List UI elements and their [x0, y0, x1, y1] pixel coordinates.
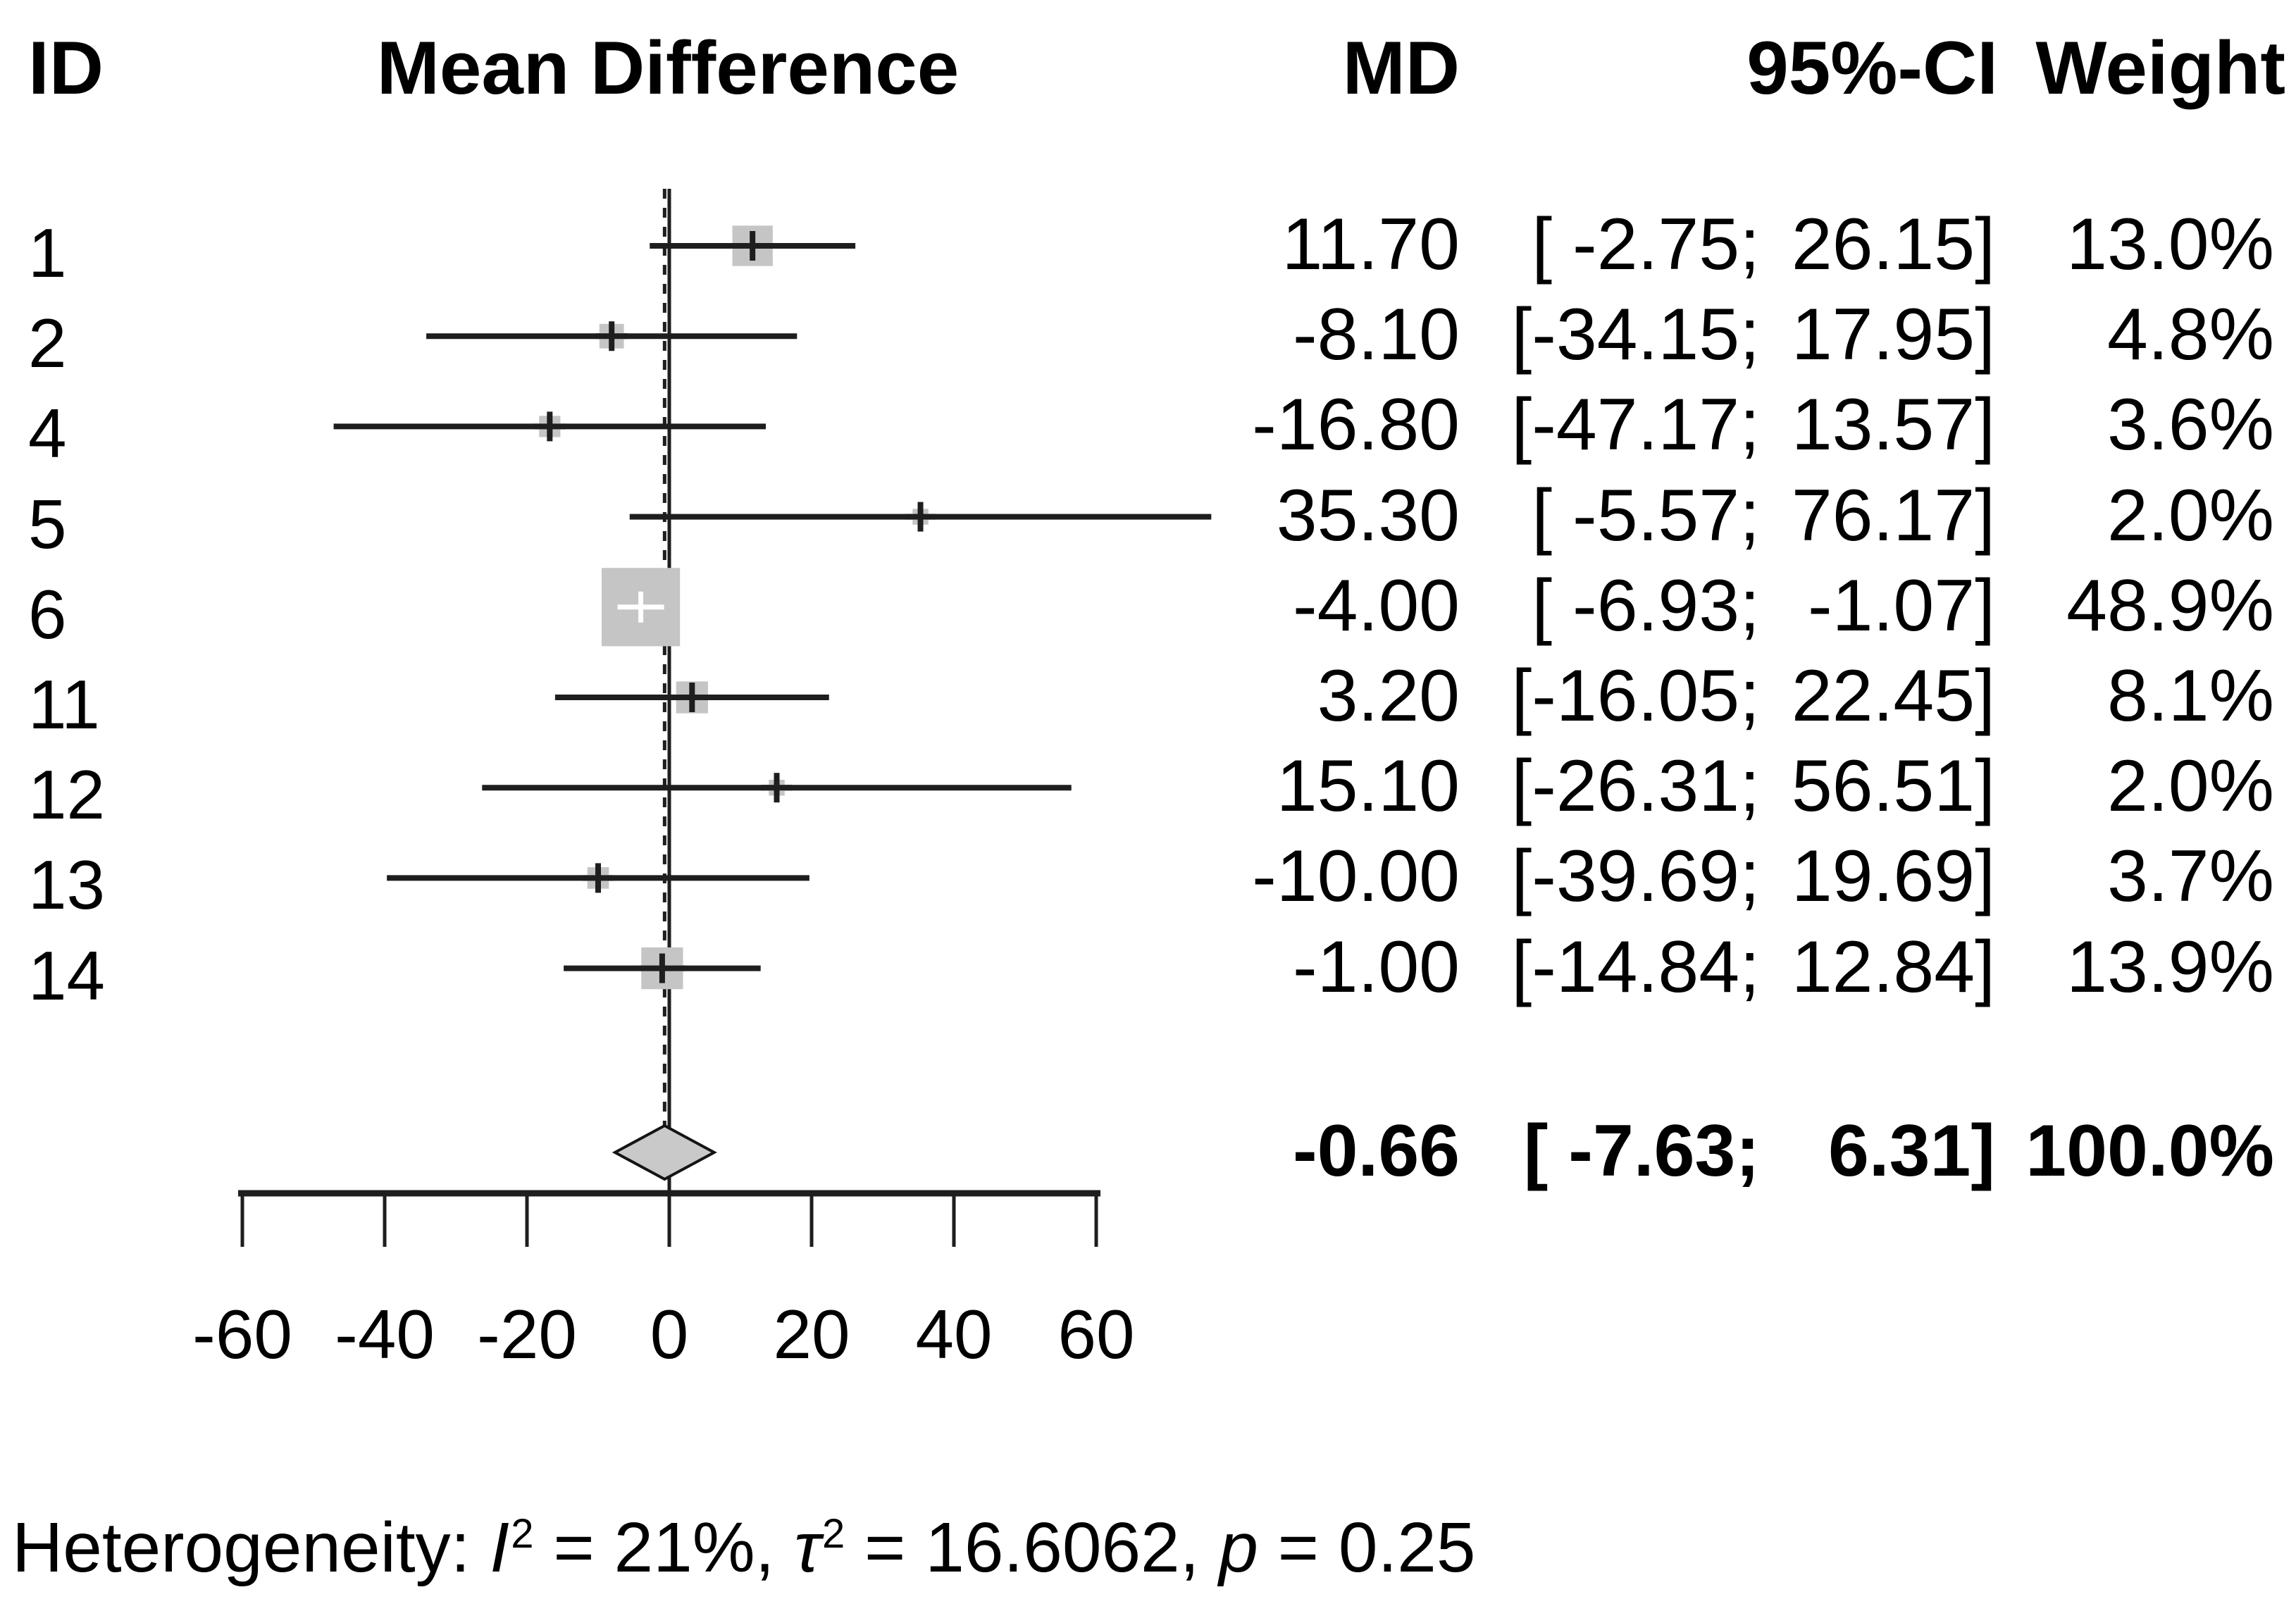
- ci-lower-study-5: [ -5.57;: [1532, 474, 1760, 556]
- tau-squared-value: = 16.6062,: [845, 1508, 1220, 1587]
- i-squared-value: = 21%,: [533, 1508, 795, 1587]
- column-header-md: MD: [1342, 25, 1460, 110]
- weight-study-11: 8.1%: [2106, 654, 2274, 737]
- ci-upper-study-4: 13.57]: [1791, 384, 1995, 466]
- md-value-study-4: -16.80: [1252, 384, 1460, 466]
- study-id-label: 6: [28, 575, 67, 653]
- ci-lower-study-14: [-14.84;: [1511, 926, 1760, 1008]
- md-value-study-2: -8.10: [1292, 294, 1460, 376]
- point-marker-horizontal-study-13: [583, 875, 614, 881]
- heterogeneity-prefix: Heterogeneity:: [12, 1508, 490, 1587]
- study-id-label: 4: [28, 394, 67, 473]
- x-axis-label--60: -60: [192, 1295, 292, 1373]
- point-marker-horizontal-study-12: [761, 785, 793, 791]
- i-squared-exponent: 2: [511, 1510, 534, 1557]
- ci-lower-study-13: [-39.69;: [1511, 835, 1760, 918]
- point-marker-horizontal-study-1: [730, 243, 775, 249]
- x-axis-label--20: -20: [477, 1295, 577, 1373]
- x-axis-label-0: 0: [650, 1295, 689, 1373]
- study-id-label: 11: [28, 666, 100, 744]
- x-axis-label-40: 40: [915, 1295, 993, 1373]
- study-id-label: 12: [28, 756, 106, 834]
- tau-squared-exponent: 2: [821, 1510, 845, 1557]
- summary-ci-upper: 6.31]: [1808, 1109, 1995, 1192]
- md-value-study-5: 35.30: [1276, 474, 1460, 556]
- ci-upper-study-1: 26.15]: [1791, 203, 1995, 285]
- study-id-label: 5: [28, 485, 67, 563]
- ci-upper-study-2: 17.95]: [1791, 294, 1995, 376]
- column-header-id: ID: [28, 25, 104, 110]
- md-value-study-12: 15.10: [1276, 745, 1460, 828]
- summary-weight: 100.0%: [2025, 1109, 2274, 1192]
- weight-study-1: 13.0%: [2066, 203, 2274, 285]
- summary-ci-lower: [ -7.63;: [1523, 1109, 1760, 1192]
- md-value-study-14: -1.00: [1292, 926, 1460, 1008]
- weight-study-14: 13.9%: [2066, 926, 2274, 1008]
- p-symbol: p: [1219, 1508, 1258, 1587]
- study-id-label: 1: [28, 214, 67, 292]
- ci-lower-study-12: [-26.31;: [1511, 745, 1760, 828]
- point-marker-horizontal-study-4: [534, 423, 566, 430]
- point-marker-horizontal-study-2: [596, 333, 628, 340]
- md-value-study-1: 11.70: [1282, 203, 1460, 285]
- point-marker-horizontal-study-11: [674, 695, 710, 700]
- point-marker-horizontal-study-5: [905, 514, 936, 520]
- md-value-study-13: -10.00: [1252, 835, 1460, 918]
- ci-lower-study-6: [ -6.93;: [1532, 564, 1760, 647]
- column-header-mean-difference: Mean Difference: [376, 25, 960, 110]
- heterogeneity-note: Heterogeneity: I2 = 21%, τ2 = 16.6062, p…: [12, 1507, 1475, 1588]
- weight-study-6: 48.9%: [2066, 564, 2274, 647]
- md-value-study-6: -4.00: [1292, 564, 1460, 647]
- summary-md-value: -0.66: [1292, 1109, 1460, 1192]
- ci-upper-study-13: 19.69]: [1791, 835, 1995, 918]
- column-header-weight: Weight: [2035, 25, 2285, 110]
- ci-upper-study-6: -1.07]: [1808, 564, 1995, 647]
- point-marker-horizontal-study-14: [639, 965, 685, 971]
- tau-squared-symbol: τ: [794, 1508, 821, 1587]
- study-id-label: 13: [28, 846, 106, 924]
- ci-lower-study-2: [-34.15;: [1511, 294, 1760, 376]
- summary-diamond: [612, 1124, 717, 1181]
- weight-study-4: 3.6%: [2106, 384, 2274, 466]
- x-axis-label--40: -40: [335, 1295, 435, 1373]
- weight-study-12: 2.0%: [2106, 745, 2274, 828]
- point-marker-horizontal-study-6: [617, 604, 664, 610]
- column-header-95ci: 95%-CI: [1746, 25, 1998, 110]
- weight-study-13: 3.7%: [2106, 835, 2274, 918]
- md-value-study-11: 3.20: [1317, 654, 1460, 737]
- i-squared-symbol: I: [490, 1508, 509, 1587]
- ci-upper-study-5: 76.17]: [1791, 474, 1995, 556]
- ci-lower-study-11: [-16.05;: [1511, 654, 1760, 737]
- ci-lower-study-4: [-47.17;: [1511, 384, 1760, 466]
- ci-lower-study-1: [ -2.75;: [1532, 203, 1760, 285]
- weight-study-5: 2.0%: [2106, 474, 2274, 556]
- study-id-label: 14: [28, 936, 106, 1014]
- study-id-label: 2: [28, 304, 67, 382]
- x-axis-label-20: 20: [773, 1295, 850, 1373]
- weight-study-2: 4.8%: [2106, 294, 2274, 376]
- ci-upper-study-12: 56.51]: [1791, 745, 1995, 828]
- x-axis-label-60: 60: [1057, 1295, 1135, 1373]
- ci-upper-study-14: 12.84]: [1791, 926, 1995, 1008]
- ci-upper-study-11: 22.45]: [1791, 654, 1995, 737]
- p-value: = 0.25: [1258, 1508, 1476, 1587]
